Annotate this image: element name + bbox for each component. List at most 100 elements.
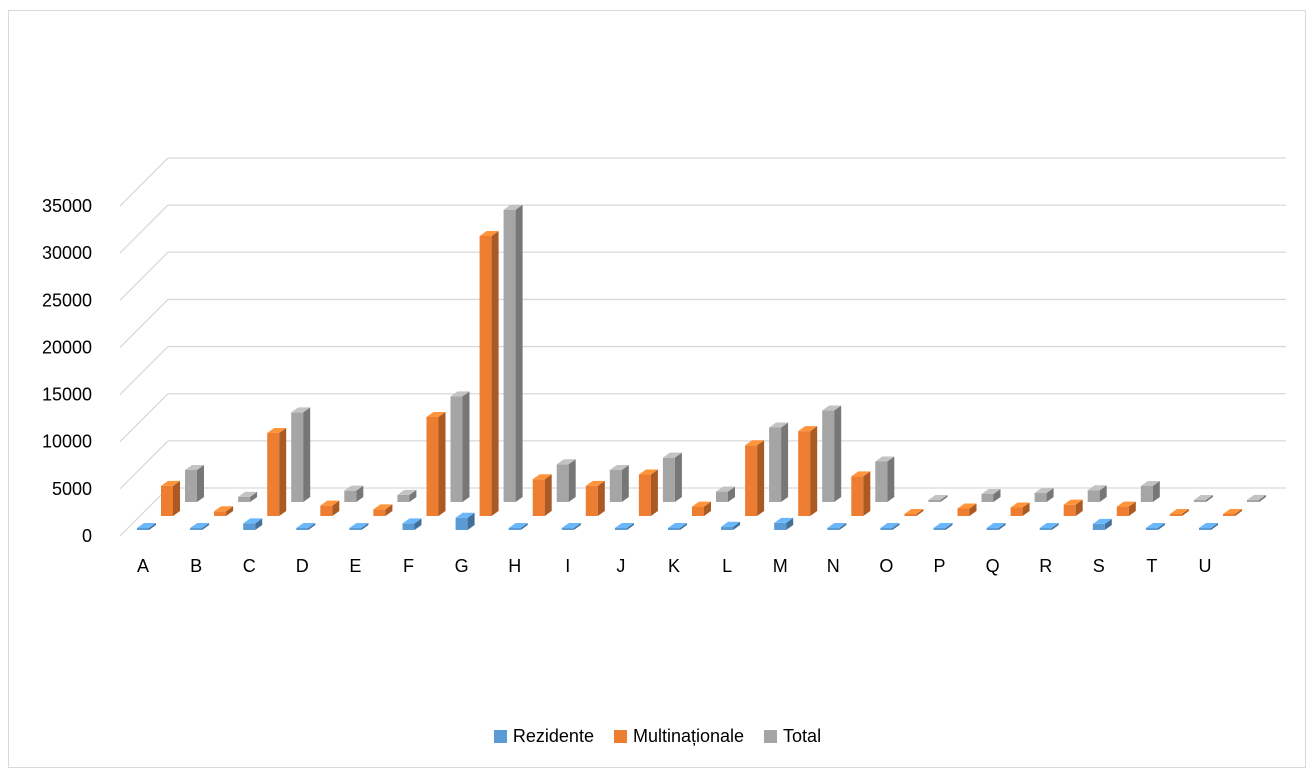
bar-top (928, 495, 948, 500)
bar-top (933, 523, 953, 528)
x-tick-label: M (773, 556, 788, 576)
bar-top (1039, 523, 1059, 528)
bar-multinaionale-C (267, 428, 287, 516)
bar-front (1063, 504, 1076, 516)
bar-top (986, 523, 1006, 528)
bar-rezidente-T (1145, 523, 1165, 530)
y-tick-label: 35000 (42, 196, 92, 216)
chart-frame (8, 10, 1306, 768)
bar-total-P (981, 488, 1001, 502)
bar-side (1051, 523, 1059, 530)
x-tick-label: S (1093, 556, 1105, 576)
bar-top (161, 480, 180, 486)
y-tick-label: 25000 (42, 290, 92, 310)
x-axis-categories: A B C D E F G H I J K L M N O P Q R S T U (137, 556, 1212, 576)
bar-side (733, 521, 741, 530)
bar-front (981, 493, 994, 502)
bar-front (822, 410, 835, 502)
bar-multinaionale-B (214, 506, 234, 516)
bar-rezidente-F (402, 518, 422, 530)
bar-front (662, 457, 675, 502)
bar-multinaionale-F (426, 412, 446, 516)
bar-rezidente-M (774, 517, 794, 530)
y-axis-ticks: 0 5000 10000 15000 20000 25000 30000 35000 (42, 196, 92, 546)
bar-front (267, 433, 280, 516)
bar-side (1211, 523, 1218, 530)
legend-item-total: Total (764, 726, 821, 747)
bar-front (774, 522, 787, 530)
bar-top (1010, 502, 1030, 508)
bar-top (1223, 509, 1242, 514)
bar-total-U (1247, 494, 1266, 502)
bar-rezidente-P (933, 523, 953, 530)
bar-top (1145, 523, 1165, 528)
bar-total-H (556, 459, 576, 502)
bar-front (508, 528, 521, 530)
bar-front (904, 514, 917, 516)
bar-front (1169, 514, 1182, 516)
bar-side (197, 464, 204, 502)
bar-multinaionale-Q (1010, 502, 1030, 516)
bar-front (479, 235, 492, 516)
bar-side (520, 523, 528, 530)
bar-front (137, 528, 149, 530)
bar-side (255, 518, 263, 530)
bar-top (716, 486, 735, 492)
bar-multinaionale-U (1223, 509, 1242, 516)
bar-front (402, 523, 415, 530)
bar-multinaionale-I (585, 480, 605, 516)
y-tick-label: 15000 (42, 385, 92, 405)
bar-front (851, 476, 864, 516)
bar-top (503, 204, 523, 210)
bar-multinaionale-S (1116, 501, 1136, 516)
legend-swatch-rezidente (493, 730, 507, 743)
bar-rezidente-O (880, 523, 900, 530)
bar-top (243, 518, 263, 524)
bar-front (349, 528, 362, 530)
bar-side (414, 518, 422, 530)
bar-top (556, 459, 576, 465)
bar-top (774, 517, 794, 523)
bar-side (361, 523, 369, 530)
bar-multinaionale-P (957, 503, 977, 516)
bar-front (1140, 485, 1153, 502)
bar-side (674, 452, 682, 502)
bar-multinaionale-K (692, 501, 711, 516)
bar-top (190, 523, 210, 528)
bar-rezidente-I (561, 523, 581, 530)
bar-total-G (503, 204, 523, 502)
bar-side (1152, 480, 1160, 502)
bar-side (916, 509, 924, 516)
y-tick-label: 5000 (52, 479, 92, 499)
x-tick-label: N (827, 556, 840, 576)
bar-side (810, 426, 818, 516)
x-tick-label: J (616, 556, 625, 576)
bar-front (1116, 506, 1129, 516)
bar-top (662, 452, 682, 458)
bar-top (238, 491, 258, 497)
bar-top (875, 456, 895, 462)
x-tick-label: U (1199, 556, 1212, 576)
bar-front (1145, 528, 1158, 530)
bar-top (585, 480, 605, 486)
bar-side (356, 485, 364, 502)
bar-top (508, 523, 528, 528)
bar-side (998, 523, 1006, 530)
bar-top (769, 422, 789, 428)
bar-side (1259, 494, 1266, 502)
bar-total-E (397, 489, 417, 502)
bar-front (243, 523, 256, 530)
bar-top (479, 230, 499, 236)
bar-top (1087, 485, 1107, 491)
y-tick-label: 0 (82, 526, 92, 546)
bar-top (609, 464, 629, 470)
bar-rezidente-K (668, 523, 687, 530)
bar-total-O (928, 495, 948, 502)
x-tick-label: A (137, 556, 149, 576)
bar-multinaionale-E (373, 504, 393, 516)
bar-top (426, 412, 446, 417)
bar-top (1193, 495, 1213, 500)
bar-side (467, 512, 475, 530)
bar-top (668, 523, 687, 528)
